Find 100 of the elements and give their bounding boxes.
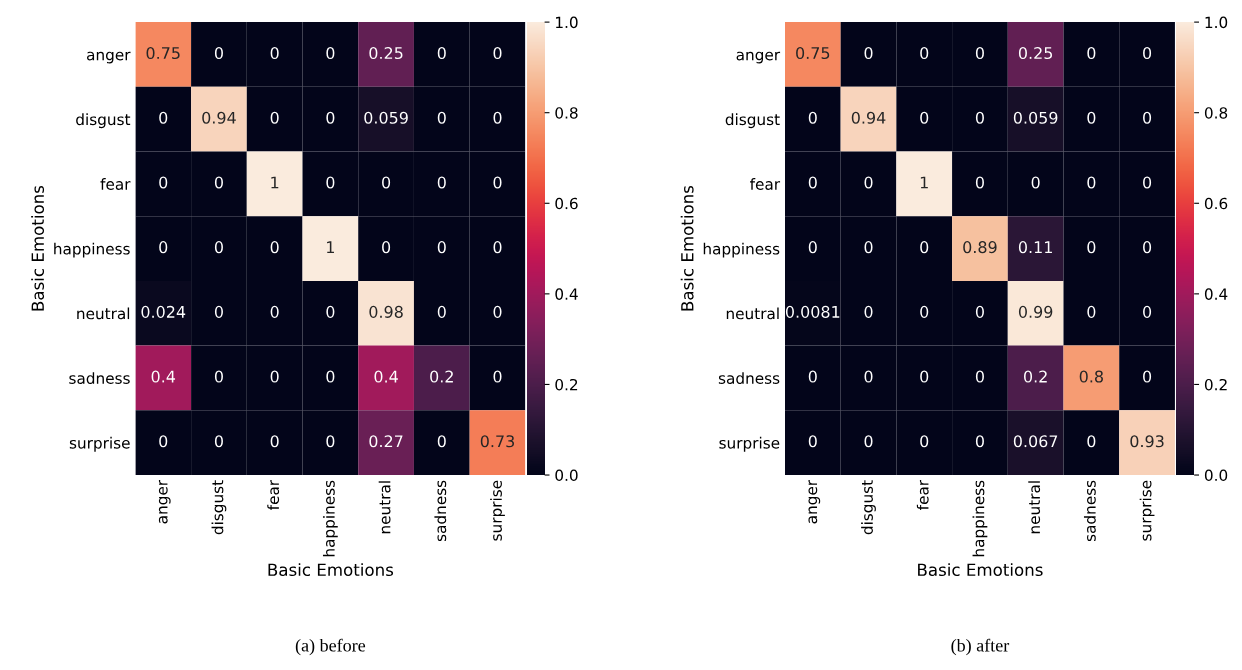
x-tick-label: sadness [1083, 480, 1096, 542]
data-label: 0 [808, 111, 817, 124]
data-label: 0 [270, 370, 279, 383]
data-label: 0 [920, 435, 929, 448]
x-tick-label: neutral [378, 481, 391, 534]
y-tick-label: surprise [719, 436, 780, 452]
data-label: 0.27 [369, 435, 403, 448]
data-label: 0 [270, 305, 279, 318]
x-tick-label: disgust [861, 480, 876, 535]
y-tick-label: anger [736, 51, 781, 64]
data-label: 0.98 [369, 305, 403, 318]
x-tick-label: happiness [322, 480, 338, 557]
data-label: 0 [159, 241, 168, 254]
x-tick-label: neutral [1028, 481, 1041, 534]
data-label: 0 [159, 111, 168, 124]
data-label: 0 [437, 305, 446, 318]
data-label: 0 [975, 435, 984, 448]
y-tick-label: disgust [76, 113, 131, 129]
data-label: 0.73 [480, 435, 515, 448]
data-label: 0 [975, 47, 984, 60]
x-tick-label: surprise [1139, 480, 1155, 541]
data-label: 0.94 [851, 111, 886, 124]
data-label: 0 [975, 305, 984, 318]
data-label: 0 [1087, 47, 1096, 60]
data-label: 0.0081 [785, 305, 840, 318]
color-bar-label: 0.4 [555, 288, 578, 300]
color-bar-label: 0.2 [1204, 378, 1227, 391]
data-label: 0 [808, 176, 817, 189]
y-tick-label: fear [100, 178, 131, 190]
data-label: 0 [437, 176, 446, 189]
data-label: 0.067 [1013, 435, 1058, 448]
data-label: 0 [214, 47, 223, 60]
data-label: 0 [1087, 111, 1096, 124]
data-label: 0.25 [1018, 47, 1053, 60]
data-label: 0 [864, 305, 873, 318]
y-tick-label: sadness [718, 372, 780, 384]
data-label: 0 [326, 435, 335, 448]
data-label: 0 [214, 305, 223, 318]
x-tick-label: anger [808, 479, 821, 524]
data-label: 0 [1143, 111, 1152, 124]
data-label: 0 [493, 241, 502, 254]
data-label: 0 [864, 370, 873, 383]
data-label: 0 [1087, 241, 1096, 254]
data-label: 0 [437, 435, 446, 448]
data-label: 0 [808, 241, 817, 254]
data-label: 0 [437, 241, 446, 254]
data-label: 0 [270, 435, 279, 448]
data-label: 0.059 [1013, 111, 1058, 124]
data-label: 0 [437, 111, 446, 124]
color-bar-label: 0.2 [555, 378, 578, 391]
data-label: 0.11 [1018, 241, 1052, 254]
data-label: 1 [271, 176, 279, 189]
data-label: 0 [808, 370, 817, 383]
y-tick-label: happiness [703, 242, 780, 258]
data-label: 0 [382, 176, 391, 189]
x-axis-title: Basic Emotions [918, 563, 1043, 577]
data-label: 0.89 [963, 241, 997, 254]
x-axis-title: Basic Emotions [268, 563, 394, 577]
data-label: 0 [159, 435, 168, 448]
data-label: 0 [1143, 176, 1152, 189]
data-label: 0 [975, 111, 984, 124]
text: (a) before [295, 638, 366, 656]
data-label: 0 [920, 241, 929, 254]
color-bar-label: 0.6 [1204, 197, 1228, 210]
data-label: 0.25 [369, 47, 403, 60]
text: (b) after [951, 638, 1010, 656]
data-label: 0 [1143, 370, 1152, 383]
data-label: 1 [327, 241, 334, 253]
data-label: 0 [437, 47, 446, 60]
data-label: 0.99 [1018, 305, 1053, 318]
x-tick-label: happiness [972, 480, 988, 557]
data-label: 0.059 [364, 111, 408, 124]
data-label: 0 [493, 305, 502, 318]
color-bar-label: 1.0 [556, 16, 578, 29]
color-bar-label: 0.8 [555, 107, 578, 119]
data-label: 0 [214, 241, 223, 254]
color-bar-label: 0.6 [555, 197, 578, 210]
data-label: 0 [1143, 47, 1152, 60]
color-bar-label: 0.4 [1204, 288, 1228, 300]
x-tick-label: surprise [490, 480, 505, 541]
data-label: 0 [920, 111, 929, 124]
data-label: 0 [1087, 435, 1096, 448]
data-label: 0.75 [796, 47, 830, 60]
data-label: 0 [1143, 241, 1152, 254]
y-tick-label: sadness [69, 372, 130, 384]
y-axis-title: Basic Emotions [31, 185, 45, 311]
data-label: 0 [493, 47, 502, 60]
y-tick-label: happiness [54, 242, 130, 258]
y-tick-label: disgust [725, 113, 780, 129]
x-tick-label: anger [158, 479, 171, 524]
y-tick-label: fear [750, 178, 781, 190]
data-label: 0 [864, 47, 873, 60]
data-label: 0 [326, 176, 335, 189]
data-label: 0 [1087, 176, 1096, 189]
y-tick-label: neutral [726, 307, 779, 320]
data-label: 0 [864, 176, 873, 189]
data-label: 0 [326, 305, 335, 318]
data-label: 0.024 [141, 305, 186, 318]
data-label: 0 [270, 47, 279, 60]
data-label: 0 [808, 435, 817, 448]
